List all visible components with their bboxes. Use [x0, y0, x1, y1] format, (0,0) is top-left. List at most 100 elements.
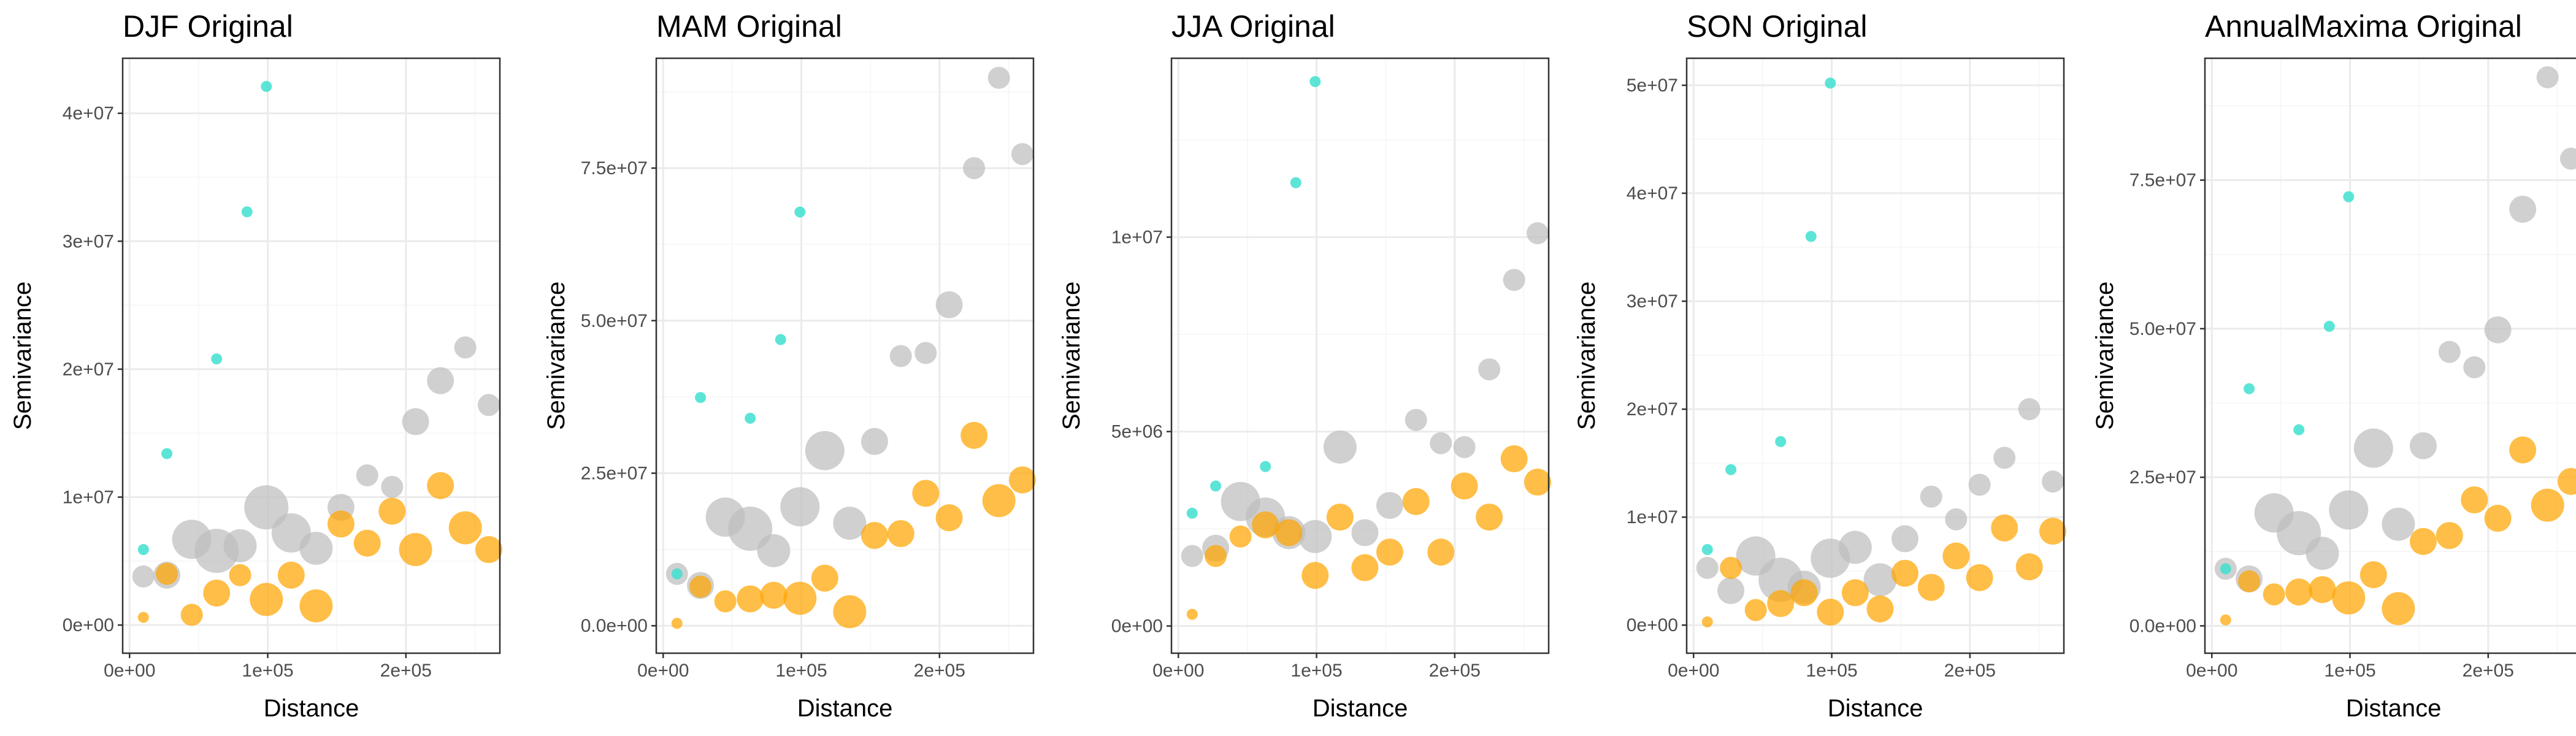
- data-point-grey: [861, 427, 888, 455]
- data-point-grey: [381, 475, 404, 498]
- chart-panel-4: 0e+00 1e+05 2e+05 0e+00 1e+07 2e+07 3e+07 4e+07…: [1573, 9, 2066, 722]
- data-point-grey: [1696, 556, 1719, 579]
- data-point-orange: [2557, 467, 2576, 495]
- data-point-turquoise: [261, 80, 272, 92]
- y-tick-label: 5.0e+07: [2129, 319, 2196, 339]
- data-point-orange: [1326, 504, 1354, 531]
- data-point-turquoise: [1186, 507, 1198, 519]
- data-point-orange: [1841, 579, 1869, 607]
- data-point-orange: [2461, 486, 2488, 513]
- data-point-grey: [2463, 356, 2486, 378]
- y-tick-label: 7.5e+07: [2129, 171, 2196, 191]
- data-point-orange: [1476, 504, 1503, 531]
- data-point-grey: [477, 394, 500, 416]
- data-point-orange: [1427, 539, 1455, 566]
- x-axis-title: Distance: [264, 695, 359, 722]
- x-axis-title: Distance: [797, 695, 893, 722]
- data-point-orange: [2238, 570, 2261, 592]
- data-point-grey: [987, 66, 1010, 89]
- data-point-turquoise: [161, 448, 173, 459]
- data-point-grey: [1376, 492, 1403, 519]
- data-point-orange: [1451, 472, 1478, 500]
- x-tick-label: 0e+00: [637, 661, 689, 681]
- data-point-grey: [1430, 432, 1452, 454]
- data-point-grey: [2536, 66, 2559, 89]
- data-point-orange: [203, 579, 231, 607]
- data-point-orange: [1351, 554, 1379, 581]
- x-tick-label: 2e+05: [1944, 661, 1996, 681]
- data-point-grey: [402, 408, 429, 435]
- data-point-orange: [2409, 527, 2437, 555]
- data-point-orange: [427, 472, 454, 499]
- data-point-orange: [1744, 599, 1767, 621]
- data-point-orange: [671, 618, 683, 629]
- y-tick-label: 1e+07: [63, 488, 114, 508]
- data-point-orange: [1301, 562, 1329, 589]
- data-point-orange: [378, 497, 406, 525]
- data-point-turquoise: [2220, 563, 2231, 575]
- data-point-orange: [1720, 556, 1742, 579]
- data-point-orange: [2220, 614, 2231, 626]
- data-point-grey: [889, 345, 912, 367]
- data-point-orange: [1008, 466, 1036, 494]
- data-point-orange: [912, 480, 940, 507]
- x-tick-label: 1e+05: [2324, 661, 2375, 681]
- y-tick-label: 2.5e+07: [581, 464, 648, 484]
- data-point-grey: [728, 507, 773, 551]
- data-point-grey: [1717, 577, 1745, 604]
- data-point-orange: [689, 575, 712, 598]
- data-point-orange: [1790, 579, 1818, 607]
- data-point-grey: [427, 367, 454, 394]
- x-axis-title: Distance: [2346, 695, 2442, 722]
- y-tick-label: 5.0e+07: [581, 311, 648, 331]
- data-point-grey: [1838, 531, 1872, 564]
- data-point-orange: [2285, 578, 2313, 606]
- panel-title: MAM Original: [656, 9, 842, 44]
- data-point-orange: [448, 511, 482, 545]
- y-tick-label: 3e+07: [63, 231, 114, 251]
- data-point-grey: [1526, 222, 1549, 245]
- panel-border: [655, 57, 1035, 654]
- y-axis-title: Semivariance: [1058, 282, 1085, 430]
- y-tick-label: 0.0e+00: [581, 616, 648, 636]
- data-point-grey: [2484, 316, 2512, 343]
- data-point-orange: [1917, 573, 1945, 601]
- data-point-grey: [2509, 196, 2537, 223]
- data-point-grey: [1011, 143, 1033, 166]
- data-point-grey: [833, 507, 867, 540]
- data-point-orange: [1966, 564, 1993, 591]
- data-point-grey: [1478, 358, 1501, 381]
- panel-border: [1685, 57, 2065, 654]
- x-tick-label: 0e+00: [1668, 661, 1719, 681]
- data-point-orange: [299, 589, 333, 623]
- data-point-orange: [2359, 561, 2387, 589]
- y-tick-label: 4e+07: [1627, 183, 1678, 204]
- plot-background: [1171, 58, 1549, 653]
- data-point-orange: [1229, 525, 1252, 548]
- data-point-turquoise: [137, 544, 149, 556]
- data-point-orange: [833, 595, 867, 629]
- data-point-grey: [1920, 485, 1942, 508]
- data-point-orange: [1252, 511, 1279, 539]
- data-point-grey: [2438, 340, 2461, 363]
- data-point-turquoise: [2244, 383, 2255, 394]
- data-point-grey: [757, 534, 791, 567]
- y-tick-label: 0e+00: [1627, 615, 1678, 635]
- data-point-turquoise: [1210, 480, 1222, 492]
- data-point-orange: [1524, 469, 1551, 496]
- data-point-turquoise: [1825, 77, 1836, 89]
- data-point-orange: [229, 564, 251, 586]
- x-tick-label: 0e+00: [104, 661, 155, 681]
- data-point-orange: [327, 510, 355, 538]
- data-point-orange: [935, 504, 963, 532]
- data-point-orange: [2309, 576, 2336, 604]
- panel-border: [121, 57, 501, 654]
- data-point-orange: [1376, 539, 1403, 566]
- data-point-orange: [137, 611, 149, 623]
- data-point-grey: [1351, 519, 1379, 546]
- data-point-grey: [244, 485, 289, 530]
- data-point-grey: [2329, 490, 2369, 530]
- panel-border: [1170, 57, 1550, 654]
- data-point-orange: [1701, 616, 1713, 627]
- data-point-turquoise: [2293, 424, 2305, 435]
